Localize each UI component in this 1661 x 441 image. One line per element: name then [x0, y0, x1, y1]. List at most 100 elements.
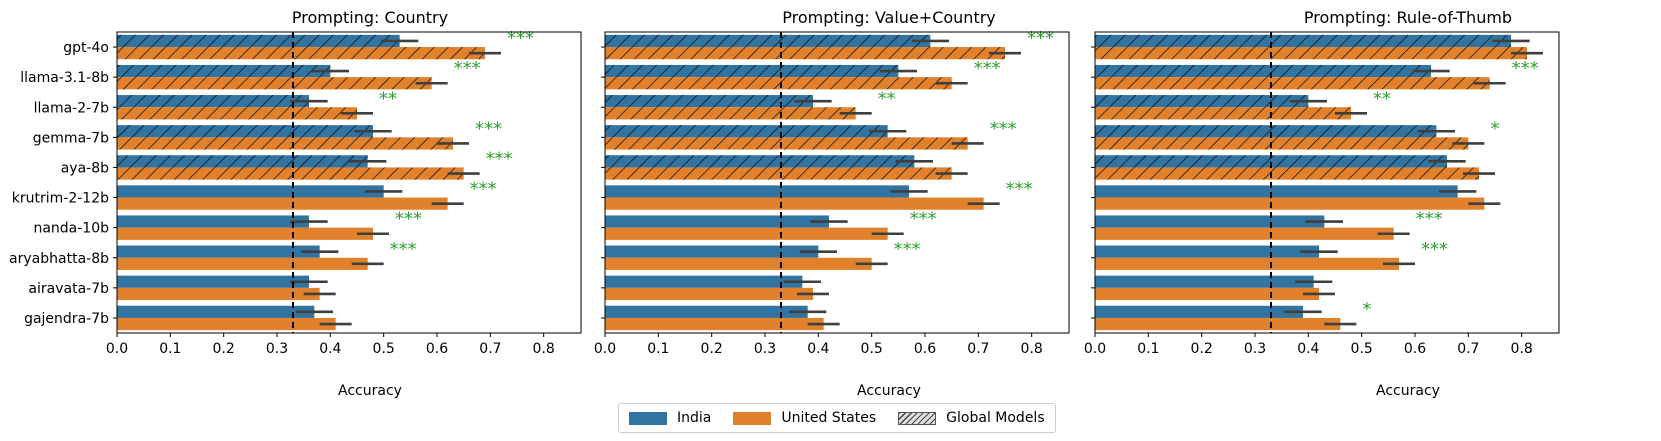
- hatch-india-gemma-7b: [605, 125, 888, 138]
- hatch-us-llama-3.1-8b: [605, 77, 952, 90]
- hatch-us-llama-3.1-8b: [117, 77, 432, 90]
- hatch-india-gpt-4o: [1095, 34, 1511, 48]
- hatch-india-llama-3.1-8b: [117, 64, 331, 78]
- hatch-us-gemma-7b: [117, 137, 453, 150]
- hatch-india-aya-8b: [1095, 155, 1447, 168]
- significance-marker: ***: [475, 118, 502, 139]
- bar-us-krutrim-2-12b: [117, 197, 448, 210]
- legend-label-united-states: United States: [781, 410, 877, 426]
- y-tick-label-gemma-7b: gemma-7b: [33, 130, 109, 146]
- y-tick-label-aryabhatta-8b: aryabhatta-8b: [9, 251, 109, 267]
- y-tick-label-gajendra-7b: gajendra-7b: [24, 311, 109, 327]
- bar-india-aryabhatta-8b: [117, 245, 320, 258]
- bar-india-aryabhatta-8b: [1095, 245, 1319, 258]
- x-tick-label: 0.3: [754, 341, 776, 357]
- significance-marker: **: [379, 88, 397, 109]
- x-tick-label: 0.8: [1511, 341, 1533, 357]
- legend-swatch-india: [629, 411, 667, 425]
- x-tick-label: 0.1: [159, 341, 181, 357]
- legend-item-global-models: Global Models: [898, 410, 1045, 426]
- legend-item-india: India: [629, 410, 711, 426]
- significance-marker: ***: [974, 58, 1001, 79]
- hatch-india-gpt-4o: [117, 34, 400, 48]
- x-tick-label: 0.6: [1404, 341, 1426, 357]
- legend-swatch-united-states: [733, 411, 772, 425]
- x-tick-label: 0.6: [914, 341, 936, 357]
- bar-india-airavata-7b: [1095, 275, 1314, 288]
- bar-us-airavata-7b: [605, 287, 813, 301]
- bar-india-nanda-10b: [117, 215, 309, 228]
- bar-us-airavata-7b: [1095, 287, 1319, 301]
- x-tick-label: 0.5: [373, 341, 395, 357]
- significance-marker: ***: [910, 209, 937, 230]
- bar-india-airavata-7b: [605, 275, 803, 288]
- bar-us-aryabhatta-8b: [605, 257, 872, 270]
- y-tick-label-gpt-4o: gpt-4o: [63, 40, 109, 56]
- x-tick-label: 0.2: [1191, 341, 1213, 357]
- x-tick-label: 0.4: [319, 341, 341, 357]
- significance-marker: ***: [1006, 179, 1033, 200]
- significance-marker: **: [1373, 88, 1391, 109]
- hatch-india-llama-2-7b: [117, 95, 309, 108]
- x-tick-label: 0.0: [106, 341, 128, 357]
- bar-india-nanda-10b: [1095, 215, 1325, 228]
- hatch-us-gpt-4o: [117, 47, 485, 60]
- hatch-india-llama-2-7b: [1095, 95, 1309, 108]
- y-tick-label-llama-3.1-8b: llama-3.1-8b: [20, 70, 109, 86]
- significance-marker: ***: [395, 209, 422, 230]
- hatch-us-aya-8b: [605, 167, 952, 180]
- hatch-us-aya-8b: [1095, 167, 1479, 180]
- bar-india-nanda-10b: [605, 215, 829, 228]
- panel-title: Prompting: Country: [292, 8, 448, 27]
- legend: India United States Global Models: [618, 403, 1056, 433]
- x-tick-label: 0.0: [594, 341, 616, 357]
- significance-marker: ***: [454, 58, 481, 79]
- significance-marker: ***: [1416, 209, 1443, 230]
- bar-india-aryabhatta-8b: [605, 245, 819, 258]
- significance-marker: ***: [507, 28, 534, 49]
- y-tick-label-airavata-7b: airavata-7b: [28, 281, 109, 297]
- x-axis-label: Accuracy: [1376, 383, 1440, 399]
- hatch-us-llama-2-7b: [605, 107, 856, 120]
- significance-marker: ***: [390, 239, 417, 260]
- x-tick-label: 0.6: [426, 341, 448, 357]
- hatch-us-llama-2-7b: [1095, 107, 1351, 120]
- significance-marker: ***: [1421, 239, 1448, 260]
- bar-us-nanda-10b: [1095, 227, 1394, 240]
- bar-us-nanda-10b: [117, 227, 373, 240]
- hatch-india-aya-8b: [117, 155, 368, 168]
- bar-india-krutrim-2-12b: [117, 185, 384, 198]
- bar-us-gajendra-7b: [1095, 317, 1341, 331]
- plot-frame: [116, 31, 582, 334]
- panel-country: Prompting: Country Accuracy ************…: [9, 8, 582, 399]
- bar-us-gajendra-7b: [117, 317, 336, 331]
- significance-marker: ***: [1027, 28, 1054, 49]
- x-tick-label: 0.2: [213, 341, 235, 357]
- x-tick-label: 0.8: [1021, 341, 1043, 357]
- x-axis-label: Accuracy: [857, 383, 921, 399]
- significance-marker: ***: [1512, 58, 1539, 79]
- panel-rule-of-thumb: Prompting: Rule-of-Thumb Accuracy ******…: [1084, 8, 1560, 399]
- hatch-us-gpt-4o: [1095, 47, 1527, 60]
- x-tick-label: 0.3: [1244, 341, 1266, 357]
- legend-item-united-states: United States: [733, 410, 876, 426]
- bar-us-krutrim-2-12b: [1095, 197, 1485, 210]
- panel-title: Prompting: Rule-of-Thumb: [1304, 8, 1512, 27]
- bar-us-aryabhatta-8b: [117, 257, 368, 270]
- y-tick-label-nanda-10b: nanda-10b: [33, 221, 109, 237]
- x-tick-label: 0.0: [1084, 341, 1106, 357]
- panel-title: Prompting: Value+Country: [782, 8, 996, 27]
- hatch-us-gpt-4o: [605, 47, 1005, 60]
- x-tick-label: 0.7: [479, 341, 501, 357]
- x-tick-label: 0.3: [266, 341, 288, 357]
- x-tick-label: 0.5: [861, 341, 883, 357]
- y-tick-label-llama-2-7b: llama-2-7b: [34, 100, 109, 116]
- significance-marker: *: [1362, 299, 1371, 320]
- plot-frame: [604, 31, 1070, 334]
- x-axis-label: Accuracy: [338, 383, 402, 399]
- x-tick-label: 0.7: [967, 341, 989, 357]
- significance-marker: ***: [894, 239, 921, 260]
- significance-marker: **: [878, 88, 896, 109]
- x-tick-label: 0.4: [807, 341, 829, 357]
